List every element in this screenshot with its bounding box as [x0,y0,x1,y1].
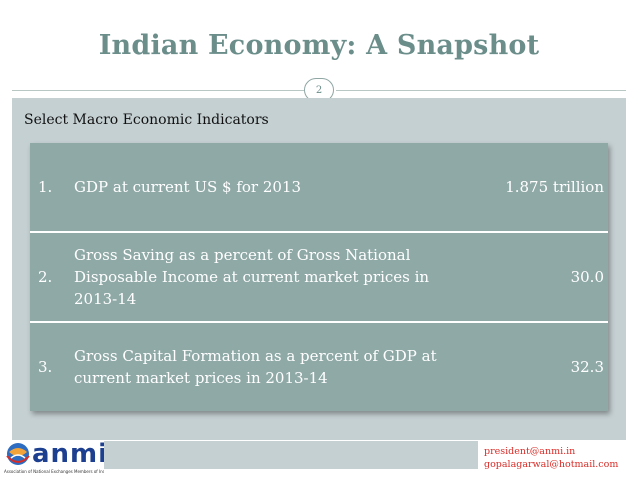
row-divider [30,231,608,233]
row-number: 3. [38,358,53,376]
row-description: GDP at current US $ for 2013 [74,178,302,196]
contact-email-1[interactable]: president@anmi.in [484,446,576,457]
globe-icon [6,443,30,465]
footer-bar [104,441,478,469]
contact-email-2[interactable]: gopalagarwal@hotmail.com [484,459,619,470]
row-value: 1.875 trillion [505,178,604,196]
row-value: 30.0 [570,268,604,286]
table-row: 2. Gross Saving as a percent of Gross Na… [30,233,608,321]
title-divider-left [12,90,304,91]
section-subtitle: Select Macro Economic Indicators [24,112,269,128]
title-divider-right [336,90,626,91]
row-value: 32.3 [570,358,604,376]
indicator-table: 1. GDP at current US $ for 2013 1.875 tr… [30,143,608,411]
slide-title: Indian Economy: A Snapshot [98,30,540,61]
row-description: Gross Saving as a percent of Gross Natio… [74,246,430,308]
row-description: Gross Capital Formation as a percent of … [74,347,437,387]
table-row: 3. Gross Capital Formation as a percent … [30,323,608,411]
anmi-logo: anmi Association of National Exchanges M… [4,440,107,476]
row-number: 1. [38,178,53,196]
logo-text: anmi [32,439,109,469]
contact-info: president@anmi.in gopalagarwal@hotmail.c… [484,445,618,471]
table-row: 1. GDP at current US $ for 2013 1.875 tr… [30,143,608,231]
row-divider [30,321,608,323]
logo-tagline: Association of National Exchanges Member… [4,469,104,474]
row-number: 2. [38,268,53,286]
